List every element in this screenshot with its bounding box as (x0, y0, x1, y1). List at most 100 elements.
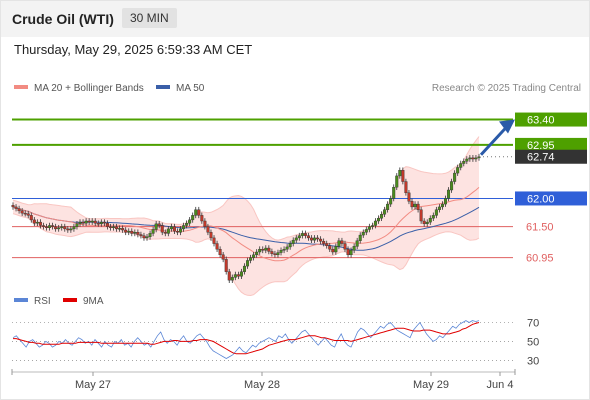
timestamp: Thursday, May 29, 2025 6:59:33 AM CET (14, 42, 253, 57)
candle-body (419, 209, 423, 222)
candle-body (41, 225, 45, 227)
instrument-title: Crude Oil (WTI) (12, 11, 114, 27)
candle-body (364, 229, 368, 233)
candle-body (276, 252, 280, 256)
candle-body (319, 238, 323, 242)
candle-body (316, 237, 320, 240)
candle-body (300, 233, 304, 236)
candle-body (148, 233, 152, 237)
level-label-62.95: 62.95 (527, 140, 555, 152)
candle-body (267, 247, 271, 252)
candle-body (209, 232, 213, 239)
level-label-61.50: 61.50 (526, 222, 554, 234)
candle-body (447, 189, 451, 199)
candle-body (185, 223, 189, 226)
candle-body (206, 226, 210, 233)
candle-body (69, 228, 73, 231)
legend-9ma-label: 9MA (83, 296, 104, 307)
candle-body (45, 226, 49, 228)
ma20-line (12, 187, 480, 262)
candle-body (358, 234, 362, 241)
candle-body (306, 235, 310, 239)
candle-body (218, 248, 222, 256)
candle-body (35, 221, 39, 224)
candle-body (121, 228, 125, 231)
candle-body (297, 235, 301, 239)
candle-body (102, 221, 106, 224)
timeframe-badge[interactable]: 30 MIN (122, 8, 177, 28)
rsi-tick-30: 30 (527, 355, 539, 367)
candle-body (75, 223, 79, 227)
candle-body (112, 226, 116, 228)
candle-body (215, 243, 219, 250)
x-tick-label: May 27 (75, 379, 111, 391)
level-badge-62.74 (515, 149, 587, 164)
candle-body (66, 228, 70, 231)
candles (11, 153, 481, 283)
level-label-62.74: 62.74 (527, 152, 555, 164)
rsi-panel: 70 50 30 (12, 317, 539, 367)
candle-body (383, 209, 387, 215)
candle-body (230, 277, 234, 281)
legend-ma50-label: MA 50 (176, 83, 205, 94)
candle-body (63, 226, 67, 230)
candle-body (422, 220, 426, 225)
candle-body (355, 240, 359, 247)
candle-body (188, 219, 192, 224)
level-label-60.95: 60.95 (526, 253, 554, 265)
candle-body (191, 215, 195, 221)
candle-body (212, 237, 216, 244)
candle-body (392, 186, 396, 199)
candle-body (416, 203, 420, 210)
candle-body (309, 237, 313, 241)
candle-body (261, 248, 265, 251)
candle-body (288, 243, 292, 248)
candle-body (179, 228, 183, 233)
candle-body (294, 237, 298, 241)
candle-body (221, 254, 225, 260)
candle-body (389, 198, 393, 205)
candle-body (242, 265, 246, 272)
candle-body (11, 205, 15, 208)
bollinger-upper (12, 136, 480, 241)
candle-body (96, 223, 100, 225)
candle-body (282, 248, 286, 251)
candle-body (54, 226, 58, 230)
x-tick-label: May 28 (244, 379, 280, 391)
ma50-line (12, 206, 480, 251)
candle-body (334, 246, 338, 253)
candle-body (236, 274, 240, 277)
candle-body (60, 226, 64, 228)
candle-body (194, 209, 198, 216)
candle-body (370, 225, 374, 227)
candle-body (249, 257, 253, 261)
candle-body (154, 223, 158, 230)
candle-body (90, 220, 94, 223)
candle-body (331, 248, 335, 253)
candle-body (124, 229, 128, 233)
candle-body (459, 163, 463, 168)
candle-body (380, 214, 384, 219)
candle-body (246, 260, 250, 267)
candle-body (115, 226, 119, 230)
trend-arrow-shaft (479, 125, 509, 156)
level-label-63.40: 63.40 (527, 115, 555, 127)
candle-body (166, 228, 170, 234)
bollinger-fill (13, 136, 479, 296)
candle-body (255, 251, 259, 256)
candle-body (136, 232, 140, 235)
candle-body (139, 234, 143, 236)
level-badge-62.00 (515, 191, 587, 206)
key-levels (12, 118, 513, 259)
watermark: Research © 2025 Trading Central (432, 83, 581, 94)
candle-body (200, 215, 204, 222)
candle-body (32, 219, 36, 224)
candle-body (337, 240, 341, 247)
bollinger-lower (12, 213, 480, 297)
candle-body (471, 157, 475, 160)
legend-main: MA 20 + Bollinger Bands MA 50 (14, 83, 205, 94)
level-badge-63.40 (515, 112, 587, 127)
candle-body (163, 232, 167, 234)
candle-body (130, 230, 134, 234)
